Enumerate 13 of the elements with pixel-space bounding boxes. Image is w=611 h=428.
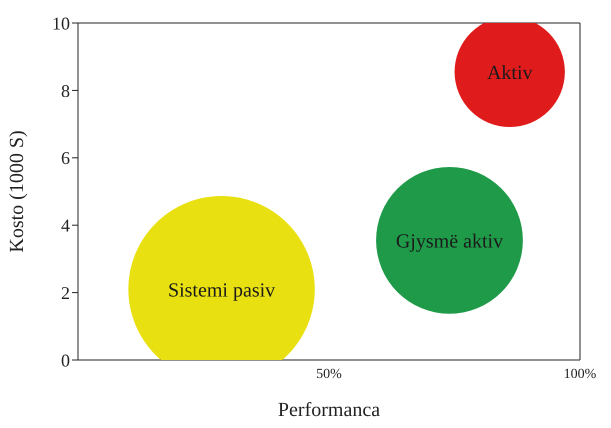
- y-tick-label: 2: [61, 282, 70, 303]
- x-tick-label: 100%: [564, 366, 597, 382]
- y-axis-title: Kosto (1000 S): [6, 130, 28, 253]
- series-label: Gjysmë aktiv: [396, 230, 504, 252]
- y-tick-label: 0: [61, 350, 70, 370]
- x-axis-title: Performanca: [278, 399, 380, 421]
- series-label: Aktiv: [486, 62, 532, 84]
- y-tick-label: 8: [61, 80, 70, 101]
- y-tick-label: 6: [61, 148, 70, 168]
- y-tick-label: 4: [61, 216, 70, 236]
- x-tick-label: 50%: [316, 366, 342, 382]
- y-tick-label: 10: [52, 13, 70, 34]
- series-label: Sistemi pasiv: [168, 279, 276, 302]
